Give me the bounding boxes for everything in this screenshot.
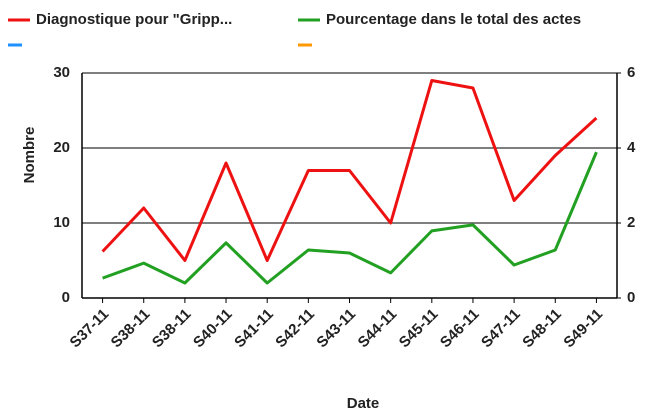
- x-tick-label: S48-11: [519, 306, 565, 352]
- x-tick-label: S37-11: [67, 306, 113, 352]
- x-tick-label: S44-11: [355, 306, 401, 352]
- data-line: [101, 79, 598, 262]
- legend-label: Diagnostique pour "Gripp...: [36, 11, 232, 28]
- x-tick-label: S46-11: [437, 306, 483, 352]
- y-tick-label: 10: [53, 214, 70, 231]
- y-tick-label: 30: [53, 64, 70, 81]
- data-line: [102, 151, 598, 285]
- y-tick-label: 0: [62, 289, 70, 306]
- x-axis-title: Date: [347, 395, 380, 412]
- x-tick-label: S43-11: [313, 306, 359, 352]
- x-tick-label: S41-11: [231, 306, 277, 352]
- x-tick-label: S38-11: [149, 306, 195, 352]
- legend-label: Pourcentage dans le total des actes: [326, 11, 581, 28]
- y2-tick-label: 2: [627, 214, 635, 231]
- x-tick-label: S40-11: [190, 306, 236, 352]
- y-tick-label: 20: [53, 139, 70, 156]
- y-axis-title: Nombre: [21, 127, 38, 184]
- x-tick-label: S49-11: [560, 306, 606, 352]
- y2-tick-label: 6: [627, 64, 635, 81]
- x-tick-label: S42-11: [272, 306, 318, 352]
- x-tick-label: S45-11: [396, 306, 442, 352]
- x-tick-label: S47-11: [478, 306, 524, 352]
- x-tick-label: S38-11: [108, 306, 154, 352]
- y2-tick-label: 0: [627, 289, 635, 306]
- y2-tick-label: 4: [627, 139, 636, 156]
